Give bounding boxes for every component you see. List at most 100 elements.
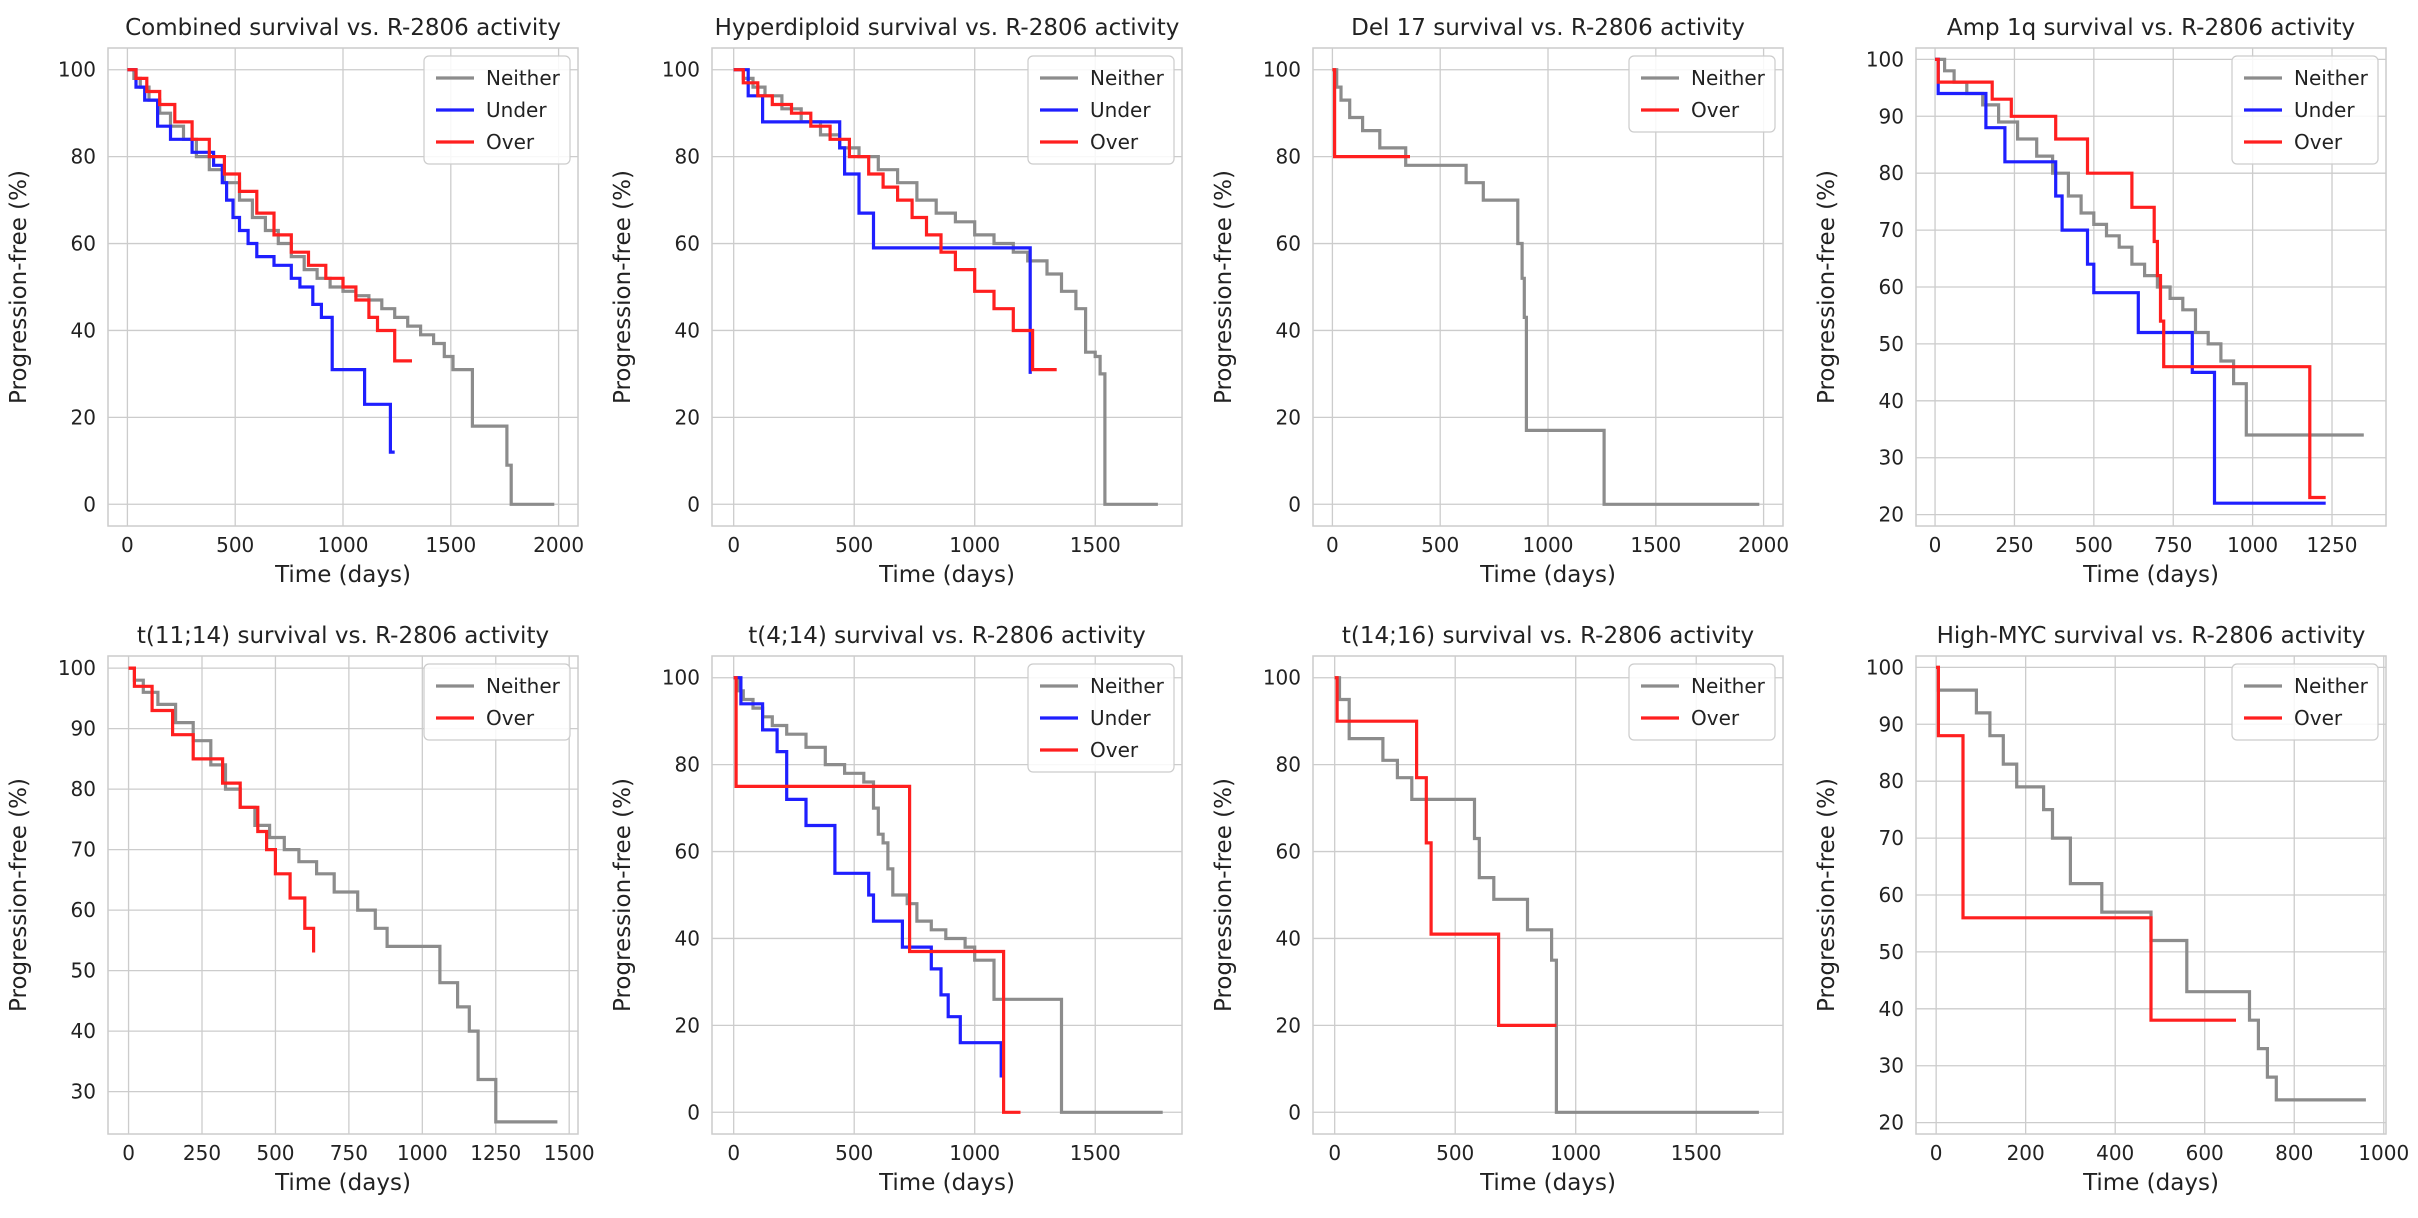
x-tick-label: 1000 xyxy=(2227,533,2278,557)
legend-label: Under xyxy=(486,98,547,122)
y-tick-label: 70 xyxy=(71,838,96,862)
y-tick-label: 40 xyxy=(71,1019,96,1043)
x-tick-label: 0 xyxy=(1929,533,1942,557)
y-tick-label: 60 xyxy=(675,840,700,864)
series-line-neither xyxy=(1334,676,1759,1114)
y-tick-label: 60 xyxy=(1276,840,1301,864)
y-tick-label: 20 xyxy=(1276,405,1301,429)
x-tick-label: 600 xyxy=(2186,1141,2224,1165)
series-line-over xyxy=(1935,57,2326,500)
x-tick-label: 1000 xyxy=(1550,1141,1601,1165)
legend-label: Neither xyxy=(486,674,561,698)
x-tick-label: 0 xyxy=(122,1141,135,1165)
x-tick-label: 250 xyxy=(1995,533,2033,557)
series-line-neither xyxy=(128,666,558,1124)
legend-label: Over xyxy=(486,130,535,154)
y-tick-label: 0 xyxy=(83,492,96,516)
y-tick-label: 70 xyxy=(1879,826,1904,850)
legend-label: Neither xyxy=(1090,674,1165,698)
legend-label: Over xyxy=(1090,130,1139,154)
series-line-under xyxy=(733,676,1003,1078)
chart-title: Hyperdiploid survival vs. R-2806 activit… xyxy=(715,15,1180,41)
y-tick-label: 20 xyxy=(1879,1111,1904,1135)
y-tick-label: 0 xyxy=(687,1100,700,1124)
chart-panel-7: 0 500 1000 1500 0 20 40 60 80 100 t(14;16) surviva… xyxy=(1211,623,1784,1196)
x-tick-label: 500 xyxy=(2075,533,2113,557)
legend-label: Under xyxy=(1090,98,1151,122)
legend xyxy=(1027,663,1175,773)
x-tick-label: 1500 xyxy=(1630,533,1681,557)
legend xyxy=(1027,55,1175,165)
series-line-under xyxy=(733,68,1032,374)
y-axis-label: Progression-free (%) xyxy=(6,170,32,404)
legend-label: Over xyxy=(486,706,535,730)
x-tick-label: 1000 xyxy=(397,1141,448,1165)
series-line-neither xyxy=(733,68,1158,506)
legend-label: Over xyxy=(1691,98,1740,122)
y-tick-label: 100 xyxy=(1263,58,1301,82)
x-tick-label: 500 xyxy=(1421,533,1459,557)
y-tick-label: 20 xyxy=(675,405,700,429)
y-tick-label: 20 xyxy=(71,405,96,429)
y-tick-label: 80 xyxy=(71,145,96,169)
x-tick-label: 400 xyxy=(2096,1141,2134,1165)
y-tick-label: 60 xyxy=(71,232,96,256)
y-tick-label: 20 xyxy=(675,1013,700,1037)
legend-label: Over xyxy=(2294,706,2343,730)
y-tick-label: 0 xyxy=(1288,492,1301,516)
series-line-over xyxy=(1936,665,2236,1022)
series-line-over xyxy=(127,68,412,363)
y-tick-label: 40 xyxy=(1276,926,1301,950)
y-tick-label: 20 xyxy=(1879,503,1904,527)
y-tick-label: 30 xyxy=(1879,446,1904,470)
y-tick-label: 40 xyxy=(675,926,700,950)
x-tick-label: 800 xyxy=(2275,1141,2313,1165)
y-tick-label: 50 xyxy=(1879,940,1904,964)
x-tick-label: 1500 xyxy=(1070,1141,1121,1165)
x-axis-label: Time (days) xyxy=(274,1170,411,1196)
x-tick-label: 1250 xyxy=(2307,533,2358,557)
legend-label: Over xyxy=(2294,130,2343,154)
y-axis-label: Progression-free (%) xyxy=(6,778,32,1012)
legend-label: Neither xyxy=(2294,674,2369,698)
y-tick-label: 90 xyxy=(1879,712,1904,736)
chart-title: t(11;14) survival vs. R-2806 activity xyxy=(137,623,549,649)
y-tick-label: 100 xyxy=(662,58,700,82)
y-tick-label: 100 xyxy=(1263,666,1301,690)
legend xyxy=(1628,663,1776,741)
chart-title: High-MYC survival vs. R-2806 activity xyxy=(1937,623,2366,649)
y-tick-label: 80 xyxy=(675,145,700,169)
y-tick-label: 80 xyxy=(1879,769,1904,793)
x-tick-label: 0 xyxy=(727,533,740,557)
y-tick-label: 0 xyxy=(687,492,700,516)
x-tick-label: 1500 xyxy=(425,533,476,557)
chart-panel-5: 0 250 500 750 1000 1250 1500 30 40 50 60 70 80 90 100 t… xyxy=(6,623,595,1196)
y-tick-label: 40 xyxy=(1276,318,1301,342)
x-tick-label: 750 xyxy=(330,1141,368,1165)
legend xyxy=(423,55,571,165)
y-tick-label: 100 xyxy=(1866,47,1904,71)
series-line-under xyxy=(127,68,395,454)
x-tick-label: 1000 xyxy=(2358,1141,2409,1165)
x-tick-label: 0 xyxy=(121,533,134,557)
y-tick-label: 100 xyxy=(58,656,96,680)
chart-panel-8: 0 200 400 600 800 1000 20 30 40 50 60 70 80 90 100 High… xyxy=(1814,623,2409,1196)
y-tick-label: 60 xyxy=(71,898,96,922)
y-tick-label: 50 xyxy=(1879,332,1904,356)
series-line-over xyxy=(1334,676,1557,1027)
series-line-neither xyxy=(127,68,555,506)
y-tick-label: 100 xyxy=(58,58,96,82)
y-tick-label: 0 xyxy=(1288,1100,1301,1124)
y-tick-label: 80 xyxy=(675,753,700,777)
legend-label: Over xyxy=(1691,706,1740,730)
y-tick-label: 80 xyxy=(1276,145,1301,169)
x-tick-label: 500 xyxy=(216,533,254,557)
y-tick-label: 40 xyxy=(1879,997,1904,1021)
y-tick-label: 80 xyxy=(1276,753,1301,777)
y-axis-label: Progression-free (%) xyxy=(1211,778,1237,1012)
x-tick-label: 200 xyxy=(2007,1141,2045,1165)
x-tick-label: 500 xyxy=(835,1141,873,1165)
legend-label: Neither xyxy=(486,66,561,90)
y-axis-label: Progression-free (%) xyxy=(610,170,636,404)
